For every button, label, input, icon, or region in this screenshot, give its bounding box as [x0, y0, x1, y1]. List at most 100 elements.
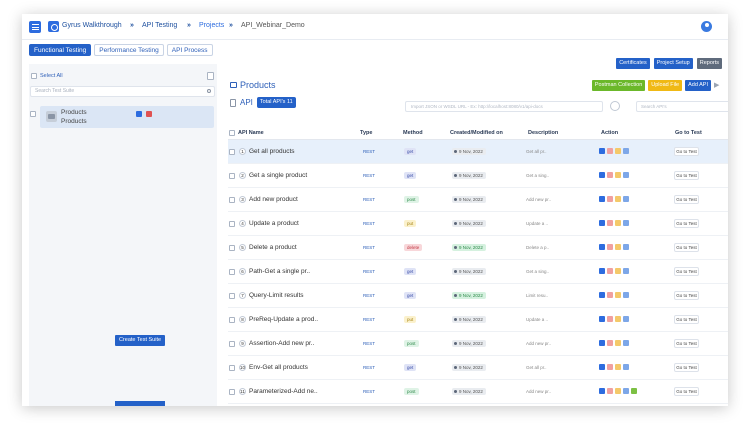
- run-icon[interactable]: [599, 388, 605, 394]
- edit-icon[interactable]: [615, 316, 621, 322]
- run-icon[interactable]: [599, 292, 605, 298]
- api-name[interactable]: Add new product: [249, 196, 298, 203]
- api-name[interactable]: Get all products: [249, 148, 295, 155]
- delete-icon[interactable]: [607, 268, 613, 274]
- row-checkbox[interactable]: [229, 389, 235, 395]
- row-checkbox[interactable]: [229, 317, 235, 323]
- go-to-test-button[interactable]: Go to Test: [674, 339, 699, 348]
- go-to-test-button[interactable]: Go to Test: [674, 243, 699, 252]
- api-name[interactable]: PreReq-Update a prod..: [249, 316, 319, 323]
- api-name[interactable]: Delete a product: [249, 244, 297, 251]
- open-icon[interactable]: [623, 220, 629, 226]
- breadcrumb-projects[interactable]: Projects: [199, 22, 225, 29]
- go-to-test-button[interactable]: Go to Test: [674, 387, 699, 396]
- row-checkbox[interactable]: [229, 197, 235, 203]
- table-row[interactable]: 11 Parameterized-Add ne.. REST post 9 Nov, 2…: [228, 380, 728, 404]
- delete-icon[interactable]: [607, 244, 613, 250]
- delete-icon[interactable]: [607, 220, 613, 226]
- open-icon[interactable]: [623, 244, 629, 250]
- tab-functional-testing[interactable]: Functional Testing: [29, 44, 92, 56]
- open-icon[interactable]: [623, 388, 629, 394]
- tab-performance-testing[interactable]: Performance Testing: [94, 44, 164, 56]
- row-checkbox[interactable]: [229, 269, 235, 275]
- header-checkbox[interactable]: [229, 130, 235, 136]
- go-to-test-button[interactable]: Go to Test: [674, 171, 699, 180]
- go-to-test-button[interactable]: Go to Test: [674, 195, 699, 204]
- run-icon[interactable]: [599, 220, 605, 226]
- open-icon[interactable]: [623, 196, 629, 202]
- add-api-button[interactable]: Add API: [685, 80, 711, 91]
- run-icon[interactable]: [599, 244, 605, 250]
- table-row[interactable]: 2 Get a single product REST get 9 Nov, 2022 G…: [228, 164, 728, 188]
- delete-icon[interactable]: [607, 292, 613, 298]
- menu-icon[interactable]: [29, 21, 41, 33]
- api-name[interactable]: Query-Limit results: [249, 292, 304, 299]
- api-name[interactable]: Path-Get a single pr..: [249, 268, 311, 275]
- run-icon[interactable]: [599, 316, 605, 322]
- open-icon[interactable]: [623, 148, 629, 154]
- api-name[interactable]: Env-Get all products: [249, 364, 308, 371]
- table-row[interactable]: 8 PreReq-Update a prod.. REST put 9 Nov, 202…: [228, 308, 728, 332]
- edit-icon[interactable]: [615, 148, 621, 154]
- api-name[interactable]: Assertion-Add new pr..: [249, 340, 315, 347]
- row-checkbox[interactable]: [229, 293, 235, 299]
- suite-item-products[interactable]: Products Products: [40, 106, 214, 128]
- breadcrumb-workspace[interactable]: Gyrus Walkthrough: [62, 22, 122, 29]
- run-icon[interactable]: [599, 196, 605, 202]
- table-row[interactable]: 4 Update a product REST put 9 Nov, 2022 Updat…: [228, 212, 728, 236]
- row-checkbox[interactable]: [229, 221, 235, 227]
- table-row[interactable]: 3 Add new product REST post 9 Nov, 2022 Add n…: [228, 188, 728, 212]
- run-icon[interactable]: [599, 364, 605, 370]
- upload-file-button[interactable]: Upload File: [648, 80, 683, 91]
- delete-icon[interactable]: [607, 364, 613, 370]
- delete-icon[interactable]: [607, 340, 613, 346]
- go-to-test-button[interactable]: Go to Test: [674, 291, 699, 300]
- delete-icon[interactable]: [607, 316, 613, 322]
- delete-icon[interactable]: [607, 388, 613, 394]
- edit-icon[interactable]: [615, 196, 621, 202]
- open-icon[interactable]: [623, 364, 629, 370]
- extra-action-icon[interactable]: [631, 388, 637, 394]
- row-checkbox[interactable]: [229, 365, 235, 371]
- table-row[interactable]: 7 Query-Limit results REST get 9 Nov, 2022 Li…: [228, 284, 728, 308]
- go-to-test-button[interactable]: Go to Test: [674, 147, 699, 156]
- edit-icon[interactable]: [615, 340, 621, 346]
- go-to-test-button[interactable]: Go to Test: [674, 363, 699, 372]
- delete-icon[interactable]: [607, 196, 613, 202]
- delete-icon[interactable]: [146, 111, 152, 117]
- open-icon[interactable]: [623, 340, 629, 346]
- table-row[interactable]: 9 Assertion-Add new pr.. REST post 9 Nov, 20…: [228, 332, 728, 356]
- reports-button[interactable]: Reports: [696, 58, 722, 69]
- delete-icon[interactable]: [607, 148, 613, 154]
- edit-icon[interactable]: [136, 111, 142, 117]
- breadcrumb-api-testing[interactable]: API Testing: [142, 22, 178, 29]
- run-icon[interactable]: [599, 172, 605, 178]
- edit-icon[interactable]: [615, 268, 621, 274]
- edit-icon[interactable]: [615, 220, 621, 226]
- edit-icon[interactable]: [615, 244, 621, 250]
- certificates-button[interactable]: Certificates: [616, 58, 650, 69]
- select-all-checkbox[interactable]: [31, 73, 37, 79]
- open-icon[interactable]: [623, 316, 629, 322]
- import-url-input[interactable]: Import JSON or WSDL URL - Ex: http://loc…: [405, 101, 603, 112]
- search-apis-input[interactable]: Search API's: [636, 101, 728, 112]
- edit-icon[interactable]: [615, 364, 621, 370]
- row-checkbox[interactable]: [229, 173, 235, 179]
- postman-collection-button[interactable]: Postman Collection: [591, 80, 646, 91]
- edit-icon[interactable]: [615, 292, 621, 298]
- suite-export-icon[interactable]: [207, 72, 214, 80]
- run-icon[interactable]: [599, 148, 605, 154]
- row-checkbox[interactable]: [229, 245, 235, 251]
- row-checkbox[interactable]: [229, 149, 235, 155]
- table-row[interactable]: 10 Env-Get all products REST get 9 Nov, 2022…: [228, 356, 728, 380]
- api-name[interactable]: Update a product: [249, 220, 299, 227]
- suite-search-input[interactable]: Search Test Suite: [30, 86, 215, 97]
- open-icon[interactable]: [623, 292, 629, 298]
- select-all[interactable]: Select All: [31, 73, 63, 79]
- open-icon[interactable]: [623, 172, 629, 178]
- go-to-test-button[interactable]: Go to Test: [674, 315, 699, 324]
- go-to-test-button[interactable]: Go to Test: [674, 219, 699, 228]
- suite-checkbox[interactable]: [30, 111, 36, 117]
- create-test-suite-button[interactable]: Create Test Suite: [115, 335, 165, 346]
- table-row[interactable]: 6 Path-Get a single pr.. REST get 9 Nov, 202…: [228, 260, 728, 284]
